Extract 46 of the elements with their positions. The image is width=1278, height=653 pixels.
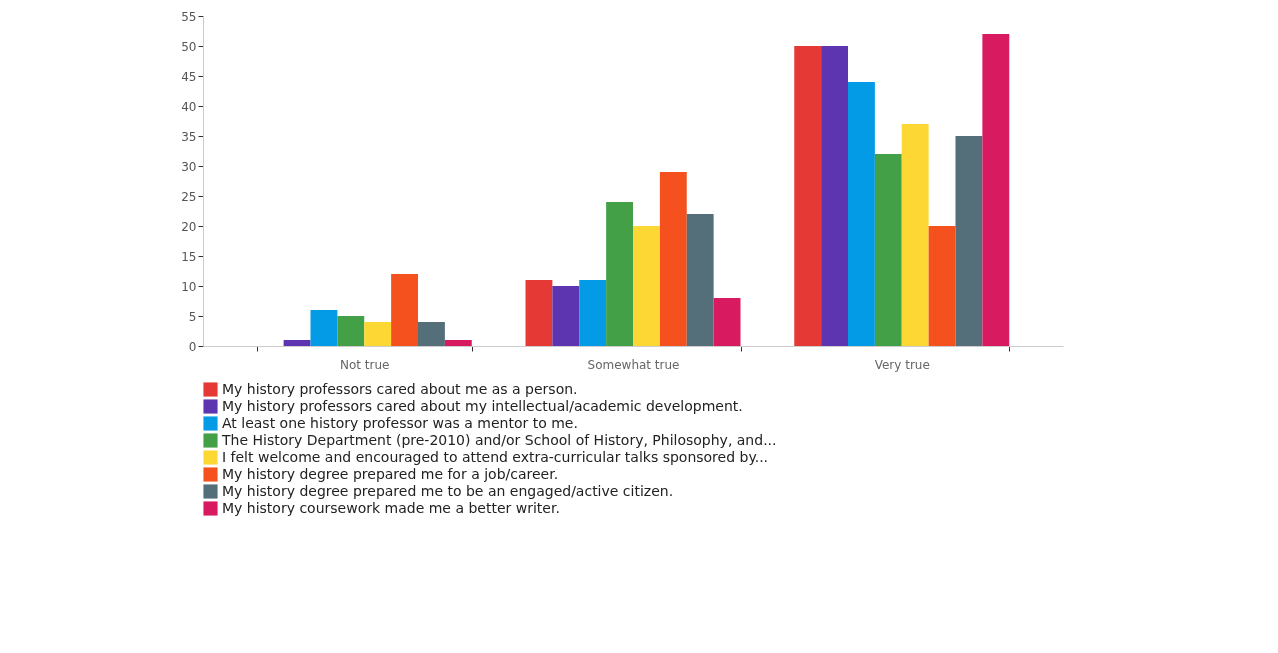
bar xyxy=(874,154,902,346)
legend-label: My history degree prepared me for a job/career. xyxy=(222,465,559,482)
bar xyxy=(337,316,365,346)
bar xyxy=(444,340,472,346)
y-tick-label: 45 xyxy=(181,69,197,84)
bar xyxy=(928,226,956,346)
bar xyxy=(525,280,553,346)
y-tick-label: 40 xyxy=(181,99,197,114)
bar xyxy=(713,298,741,346)
y-tick-label: 50 xyxy=(181,39,197,54)
y-tick-label: 35 xyxy=(181,129,197,144)
bar xyxy=(848,82,875,346)
y-tick-label: 5 xyxy=(188,309,197,324)
bar xyxy=(901,124,929,346)
x-tick-label: Very true xyxy=(874,357,930,372)
y-tick-label: 0 xyxy=(188,339,197,354)
bar xyxy=(955,136,983,346)
bar xyxy=(364,322,392,346)
y-tick-label: 55 xyxy=(181,9,197,24)
y-tick-label: 20 xyxy=(181,219,197,234)
bar xyxy=(633,226,660,346)
y-tick-label: 30 xyxy=(181,159,197,174)
y-tick-label: 10 xyxy=(181,279,197,294)
bar xyxy=(982,34,1010,346)
x-tick-label: Somewhat true xyxy=(587,357,680,372)
bar xyxy=(310,310,338,346)
bar xyxy=(821,46,848,346)
y-tick-label: 25 xyxy=(181,189,197,204)
bar xyxy=(391,274,418,346)
legend-label: My history degree prepared me to be an engaged/active citizen. xyxy=(222,482,674,499)
bar xyxy=(283,340,311,346)
legend-label: My history coursework made me a better writer. xyxy=(222,499,560,516)
bar xyxy=(659,172,687,346)
legend-label: My history professors cared about me as a person. xyxy=(222,380,578,397)
bar xyxy=(606,202,633,346)
bar xyxy=(686,214,714,346)
legend-label: My history professors cared about my intellectual/academic development. xyxy=(222,397,743,414)
y-tick-label: 15 xyxy=(181,249,197,264)
legend-label: I felt welcome and encouraged to attend extra-curricular talks sponsored by... xyxy=(222,448,769,465)
bar xyxy=(794,46,822,346)
x-tick-label: Not true xyxy=(340,357,390,372)
bar xyxy=(418,322,445,346)
legend-label: At least one history professor was a mentor to me. xyxy=(222,414,578,431)
bar xyxy=(552,286,580,346)
bar xyxy=(579,280,607,346)
legend-label: The History Department (pre-2010) and/or School of History, Philosophy, and... xyxy=(221,431,777,448)
